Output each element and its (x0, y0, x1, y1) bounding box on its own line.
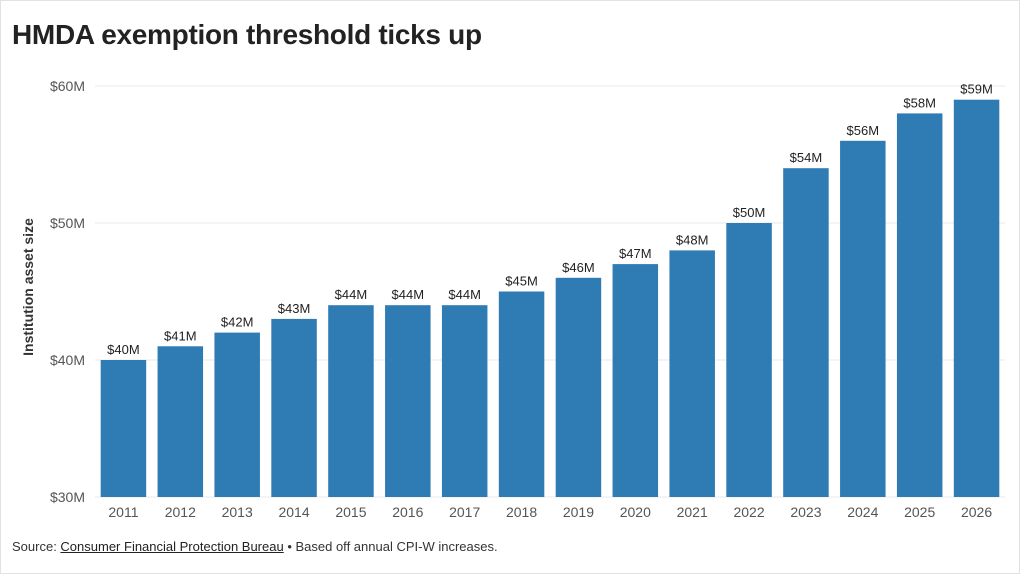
data-labels: $40M $41M $42M $43M $44M $44M $44M $45M $46M $47M… (107, 82, 993, 357)
chart-caption: Source: Consumer Financial Protection Bu… (12, 539, 498, 554)
bar-2025 (896, 113, 943, 498)
bar-2022 (726, 223, 772, 497)
x-tick-label: 2018 (506, 504, 537, 520)
data-label: $41M (164, 328, 197, 343)
data-label: $44M (392, 287, 425, 302)
data-label: $40M (107, 342, 140, 357)
x-tick-label: 2019 (563, 504, 594, 520)
x-tick-label: 2013 (222, 504, 253, 520)
x-tick-label: 2011 (108, 504, 138, 520)
caption-bullet: • (283, 539, 296, 554)
x-tick-label: 2023 (790, 504, 821, 520)
bar-2013 (214, 332, 260, 497)
bar-2023 (783, 168, 829, 497)
data-label: $48M (676, 232, 709, 247)
bar-2021 (669, 250, 715, 497)
x-tick-label: 2015 (335, 504, 366, 520)
bar-2018 (498, 291, 545, 497)
data-label: $45M (505, 274, 538, 289)
x-tick-label: 2022 (733, 504, 764, 520)
caption-note: Based off annual CPI-W increases. (295, 539, 498, 554)
x-tick-label: 2014 (278, 504, 309, 520)
y-axis-ticks: $30M $40M $50M $60M (50, 78, 85, 505)
data-label: $56M (847, 123, 880, 138)
x-tick-label: 2021 (677, 504, 708, 520)
data-label: $50M (733, 205, 766, 220)
y-tick-label: $40M (50, 352, 85, 368)
y-tick-label: $30M (50, 489, 85, 505)
x-tick-label: 2020 (620, 504, 651, 520)
data-label: $46M (562, 260, 595, 275)
bar-2014 (271, 318, 317, 497)
bar-2011 (100, 360, 147, 497)
bar-2026 (953, 99, 1000, 497)
bar-2015 (328, 305, 374, 497)
bar-2017 (441, 305, 488, 497)
data-label: $42M (221, 315, 254, 330)
x-tick-label: 2024 (847, 504, 878, 520)
x-tick-label: 2017 (449, 504, 480, 520)
bar-2020 (612, 264, 659, 497)
bar-2016 (385, 305, 431, 497)
data-label: $44M (335, 287, 368, 302)
bar-2019 (555, 277, 602, 497)
bars (100, 99, 1000, 498)
y-tick-label: $60M (50, 78, 85, 94)
data-label: $44M (448, 287, 481, 302)
chart-title: HMDA exemption threshold ticks up (12, 19, 482, 50)
y-axis-title: Institution asset size (20, 218, 36, 356)
x-axis-ticks: 2011 2012 2013 2014 2015 2016 2017 2018 2019 2020… (108, 504, 992, 520)
data-label: $58M (903, 95, 936, 110)
x-tick-label: 2026 (961, 504, 992, 520)
bar-2024 (840, 140, 886, 498)
data-label: $54M (790, 150, 823, 165)
bar-2012 (157, 346, 204, 497)
x-tick-label: 2025 (904, 504, 935, 520)
data-label: $59M (960, 82, 993, 97)
source-link[interactable]: Consumer Financial Protection Bureau (60, 539, 284, 554)
x-tick-label: 2012 (165, 504, 196, 520)
data-label: $47M (619, 246, 652, 261)
caption-prefix: Source: (12, 539, 61, 554)
data-label: $43M (278, 301, 311, 316)
x-tick-label: 2016 (392, 504, 423, 520)
y-tick-label: $50M (50, 215, 85, 231)
